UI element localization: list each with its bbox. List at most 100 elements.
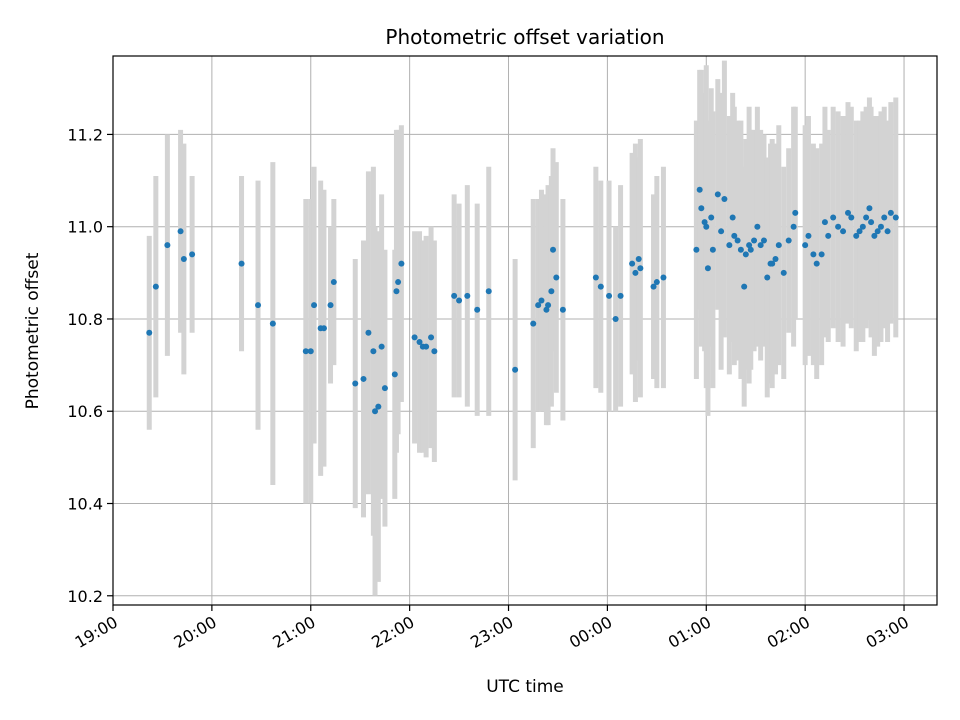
data-point [696, 186, 703, 193]
data-point [813, 260, 820, 267]
x-tick-label: 19:00 [72, 612, 121, 652]
data-point [416, 339, 423, 346]
data-point [821, 219, 828, 226]
data-point [632, 269, 639, 276]
data-point [538, 297, 545, 304]
data-point [617, 292, 624, 299]
data-point [320, 325, 327, 332]
data-point [152, 283, 159, 290]
data-point [255, 302, 262, 309]
data-point [835, 223, 842, 230]
data-point [451, 292, 458, 299]
data-point [892, 214, 899, 221]
y-tick-label: 10.6 [67, 402, 103, 421]
data-point [592, 274, 599, 281]
x-tick-label: 23:00 [467, 612, 516, 652]
x-axis: 19:00 20:00 21:00 22:00 23:00 00:00 01:00 02:00… [72, 605, 912, 652]
data-point [512, 366, 519, 373]
data-point [718, 228, 725, 235]
data-point [553, 274, 560, 281]
data-point [698, 205, 705, 212]
data-point [805, 232, 812, 239]
data-point [729, 214, 736, 221]
data-point [754, 223, 761, 230]
data-point [874, 228, 881, 235]
data-point [360, 375, 367, 382]
data-point [456, 297, 463, 304]
data-point [775, 242, 782, 249]
x-tick-label: 03:00 [863, 612, 912, 652]
data-point [840, 228, 847, 235]
data-point [731, 232, 738, 239]
data-point [825, 232, 832, 239]
data-point [708, 214, 715, 221]
data-point [848, 214, 855, 221]
data-point [530, 320, 537, 327]
data-point [737, 246, 744, 253]
data-point [660, 274, 667, 281]
data-point [485, 288, 492, 295]
x-tick-label: 21:00 [269, 612, 318, 652]
data-point [398, 260, 405, 267]
data-point [327, 302, 334, 309]
data-point [180, 255, 187, 262]
data-point [877, 223, 884, 230]
data-point [769, 260, 776, 267]
x-tick-label: 00:00 [566, 612, 615, 652]
x-tick-label: 22:00 [368, 612, 417, 652]
data-point [330, 279, 337, 286]
data-point [352, 380, 359, 387]
data-point [772, 255, 779, 262]
data-point [760, 237, 767, 244]
x-axis-label: UTC time [486, 677, 564, 697]
data-point [863, 214, 870, 221]
plot-area [112, 55, 938, 606]
data-point [701, 219, 708, 226]
data-point [635, 255, 642, 262]
data-point [381, 385, 388, 392]
error-bars [146, 60, 899, 596]
data-point [871, 232, 878, 239]
data-point [428, 334, 435, 341]
data-point [853, 232, 860, 239]
data-point [311, 302, 318, 309]
data-point [757, 242, 764, 249]
data-point [790, 223, 797, 230]
data-point [802, 242, 809, 249]
data-point [545, 302, 552, 309]
data-point [423, 343, 430, 350]
data-point [785, 237, 792, 244]
data-point [464, 292, 471, 299]
data-point [637, 265, 644, 272]
data-point [372, 408, 379, 415]
data-point [792, 209, 799, 216]
data-point [550, 246, 557, 253]
data-point [703, 223, 710, 230]
data-point [543, 306, 550, 313]
data-point [845, 209, 852, 216]
data-point [810, 251, 817, 258]
y-tick-label: 11.0 [67, 218, 103, 237]
data-point [714, 191, 721, 198]
data-point [734, 237, 741, 244]
data-point [818, 251, 825, 258]
data-point [741, 283, 748, 290]
data-point [177, 228, 184, 235]
x-tick-label: 20:00 [170, 612, 219, 652]
data-point [431, 348, 438, 355]
data-point [411, 334, 418, 341]
x-tick-label: 01:00 [665, 612, 714, 652]
data-point [606, 292, 613, 299]
data-point [629, 260, 636, 267]
data-point [746, 242, 753, 249]
data-point [764, 274, 771, 281]
y-axis: 10.2 10.4 10.6 10.8 11.0 11.2 [67, 125, 113, 606]
data-point [164, 242, 171, 249]
chart-title: Photometric offset variation [385, 25, 664, 49]
data-point [535, 302, 542, 309]
data-point [238, 260, 245, 267]
y-tick-label: 10.4 [67, 495, 103, 514]
data-point [709, 246, 716, 253]
data-point [302, 348, 309, 355]
